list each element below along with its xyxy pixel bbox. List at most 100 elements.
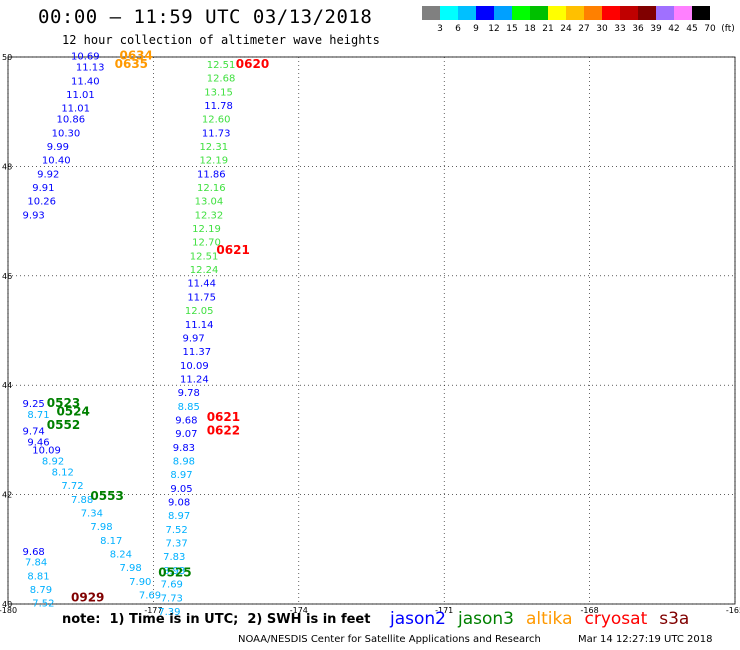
wave-height-value: 10.40 bbox=[42, 156, 71, 167]
wave-height-value: 7.52 bbox=[166, 525, 188, 536]
wave-height-value: 7.98 bbox=[119, 563, 141, 574]
legend-swatch bbox=[620, 6, 638, 20]
wave-height-value: 7.69 bbox=[161, 580, 183, 591]
wave-height-value: 13.04 bbox=[195, 197, 224, 208]
wave-height-value: 7.73 bbox=[161, 593, 183, 604]
wave-height-value: 8.85 bbox=[178, 402, 200, 413]
wave-height-value: 7.72 bbox=[61, 481, 83, 492]
legend-swatch bbox=[476, 6, 494, 20]
timestamp: Mar 14 12:27:19 UTC 2018 bbox=[578, 634, 713, 645]
wave-height-value: 11.73 bbox=[202, 128, 231, 139]
wave-height-value: 12.68 bbox=[207, 74, 236, 85]
wave-height-value: 9.25 bbox=[23, 399, 45, 410]
legend-label: 27 bbox=[578, 24, 589, 34]
satellite-altika: altika bbox=[526, 609, 573, 629]
satellite-legend: jason2 jason3 altika cryosat s3a bbox=[390, 609, 701, 629]
wave-height-value: 9.91 bbox=[32, 183, 54, 194]
wave-height-value: 8.97 bbox=[168, 511, 190, 522]
legend-swatch bbox=[566, 6, 584, 20]
wave-height-value: 11.78 bbox=[204, 101, 233, 112]
wave-height-value: 11.24 bbox=[180, 374, 209, 385]
wave-height-value: 12.05 bbox=[185, 306, 214, 317]
wave-height-value: 7.88 bbox=[71, 495, 93, 506]
wave-height-value: 9.68 bbox=[23, 547, 45, 558]
time-label: 0523 bbox=[47, 396, 80, 410]
wave-height-value: 11.01 bbox=[66, 90, 95, 101]
wave-height-value: 9.68 bbox=[175, 415, 197, 426]
time-label: 0620 bbox=[236, 57, 269, 71]
wave-height-value: 11.01 bbox=[61, 104, 90, 115]
time-label: 0929 bbox=[71, 590, 104, 604]
wave-height-value: 9.05 bbox=[170, 484, 192, 495]
legend-label: 70 bbox=[704, 24, 716, 34]
wave-height-value: 8.97 bbox=[170, 470, 192, 481]
legend-swatch bbox=[440, 6, 458, 20]
time-label: 0552 bbox=[47, 418, 80, 432]
y-tick-label: 44 bbox=[2, 381, 12, 390]
wave-height-value: 13.15 bbox=[204, 87, 233, 98]
legend-swatch bbox=[584, 6, 602, 20]
legend-swatch bbox=[548, 6, 566, 20]
legend-swatch bbox=[512, 6, 530, 20]
legend-label: 36 bbox=[632, 24, 644, 34]
wave-height-value: 9.92 bbox=[37, 169, 59, 180]
satellite-cryosat: cryosat bbox=[584, 609, 648, 629]
y-tick-label: 50 bbox=[2, 53, 12, 62]
legend-label: 24 bbox=[560, 24, 572, 34]
time-label: 0621 bbox=[216, 243, 249, 257]
wave-height-value: 10.30 bbox=[52, 128, 81, 139]
wave-height-value: 12.70 bbox=[192, 238, 221, 249]
wave-height-value: 9.46 bbox=[27, 437, 49, 448]
wave-height-value: 9.97 bbox=[182, 333, 204, 344]
legend-label: 6 bbox=[455, 24, 461, 34]
wave-height-value: 8.17 bbox=[100, 536, 122, 547]
time-label: 0634 bbox=[119, 49, 152, 63]
legend-swatch bbox=[656, 6, 674, 20]
legend-label: 15 bbox=[506, 24, 517, 34]
legend-label: 3 bbox=[437, 24, 443, 34]
wave-height-value: 8.98 bbox=[173, 457, 195, 468]
y-tick-label: 48 bbox=[2, 162, 12, 171]
time-label: 0622 bbox=[207, 423, 240, 437]
wave-height-value: 11.14 bbox=[185, 320, 214, 331]
wave-height-value: 7.39 bbox=[158, 607, 180, 618]
x-tick-label: -180 bbox=[0, 606, 17, 615]
wave-height-value: 10.09 bbox=[180, 361, 209, 372]
legend-swatch bbox=[602, 6, 620, 20]
wave-height-value: 7.52 bbox=[32, 599, 54, 610]
wave-height-value: 11.13 bbox=[76, 63, 105, 74]
legend-label: 9 bbox=[473, 24, 479, 34]
wave-height-value: 12.19 bbox=[199, 156, 228, 167]
legend-swatch bbox=[458, 6, 476, 20]
wave-height-value: 10.86 bbox=[56, 115, 85, 126]
wave-height-value: 8.71 bbox=[27, 410, 49, 421]
wave-height-value: 8.24 bbox=[110, 550, 132, 561]
legend-label: 30 bbox=[596, 24, 608, 34]
chart-title: 00:00 – 11:59 UTC 03/13/2018 bbox=[38, 6, 373, 28]
wave-height-value: 11.40 bbox=[71, 76, 100, 87]
color-legend: 3 6 9 12 15 18 21 24 27 30 33 36 39 42 45 70 (ft) bbox=[422, 6, 735, 34]
wave-height-value: 12.16 bbox=[197, 183, 226, 194]
x-tick-label: -168 bbox=[581, 606, 599, 615]
x-tick-label: -174 bbox=[290, 606, 308, 615]
wave-height-value: 8.93 bbox=[163, 566, 185, 577]
wave-height-value: 8.81 bbox=[27, 571, 49, 582]
wave-height-value: 7.37 bbox=[166, 539, 188, 550]
legend-label: 21 bbox=[542, 24, 553, 34]
chart-subtitle: 12 hour collection of altimeter wave hei… bbox=[62, 33, 380, 47]
wave-height-value: 7.90 bbox=[129, 577, 151, 588]
wave-height-value: 11.75 bbox=[187, 292, 216, 303]
wave-height-value: 9.83 bbox=[173, 443, 195, 454]
wave-height-value: 9.93 bbox=[23, 210, 45, 221]
wave-height-value: 11.37 bbox=[182, 347, 211, 358]
credit-line: NOAA/NESDIS Center for Satellite Applica… bbox=[238, 634, 541, 645]
wave-height-value: 12.24 bbox=[190, 265, 219, 276]
y-tick-label: 46 bbox=[2, 272, 12, 281]
wave-height-value: 9.74 bbox=[23, 426, 45, 437]
legend-label: 33 bbox=[614, 24, 625, 34]
legend-label: (ft) bbox=[721, 24, 735, 34]
time-label: 0621 bbox=[207, 410, 240, 424]
wave-height-value: 10.09 bbox=[32, 446, 61, 457]
time-label: 0525 bbox=[158, 566, 191, 580]
legend-swatch bbox=[422, 6, 440, 20]
